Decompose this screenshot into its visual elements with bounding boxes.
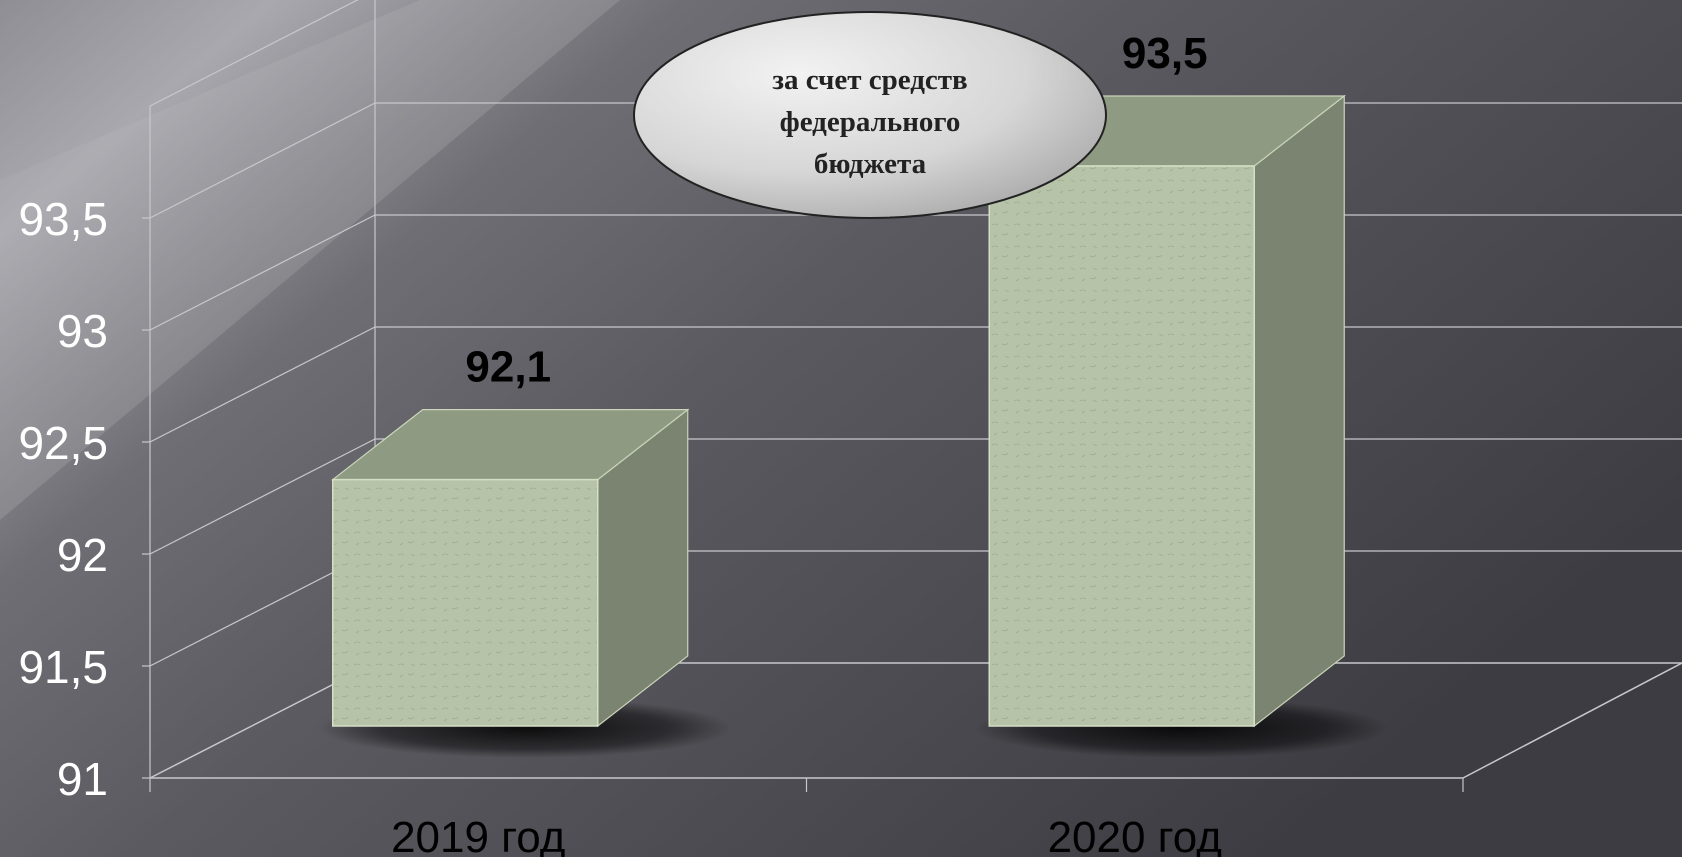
y-tick-label: 93,5 (18, 193, 108, 245)
y-tick-label: 92,5 (18, 417, 108, 469)
y-tick-label: 93 (57, 305, 108, 357)
callout-line-1: за счет средств (772, 64, 967, 96)
bar-side-face (1254, 96, 1344, 726)
data-label: 93,5 (1122, 29, 1208, 78)
callout-oval: за счет средств федерального бюджета (634, 12, 1106, 218)
y-tick-label: 92 (57, 529, 108, 581)
callout-line-3: бюджета (814, 148, 927, 180)
y-tick-label: 91,5 (18, 641, 108, 693)
data-label: 92,1 (465, 343, 551, 392)
y-tick-label: 91 (57, 753, 108, 805)
bar (333, 480, 598, 726)
bar (989, 166, 1254, 726)
x-tick-label: 2020 год (1048, 813, 1222, 857)
x-tick-label: 2019 год (391, 813, 565, 857)
callout-line-2: федерального (780, 106, 961, 138)
